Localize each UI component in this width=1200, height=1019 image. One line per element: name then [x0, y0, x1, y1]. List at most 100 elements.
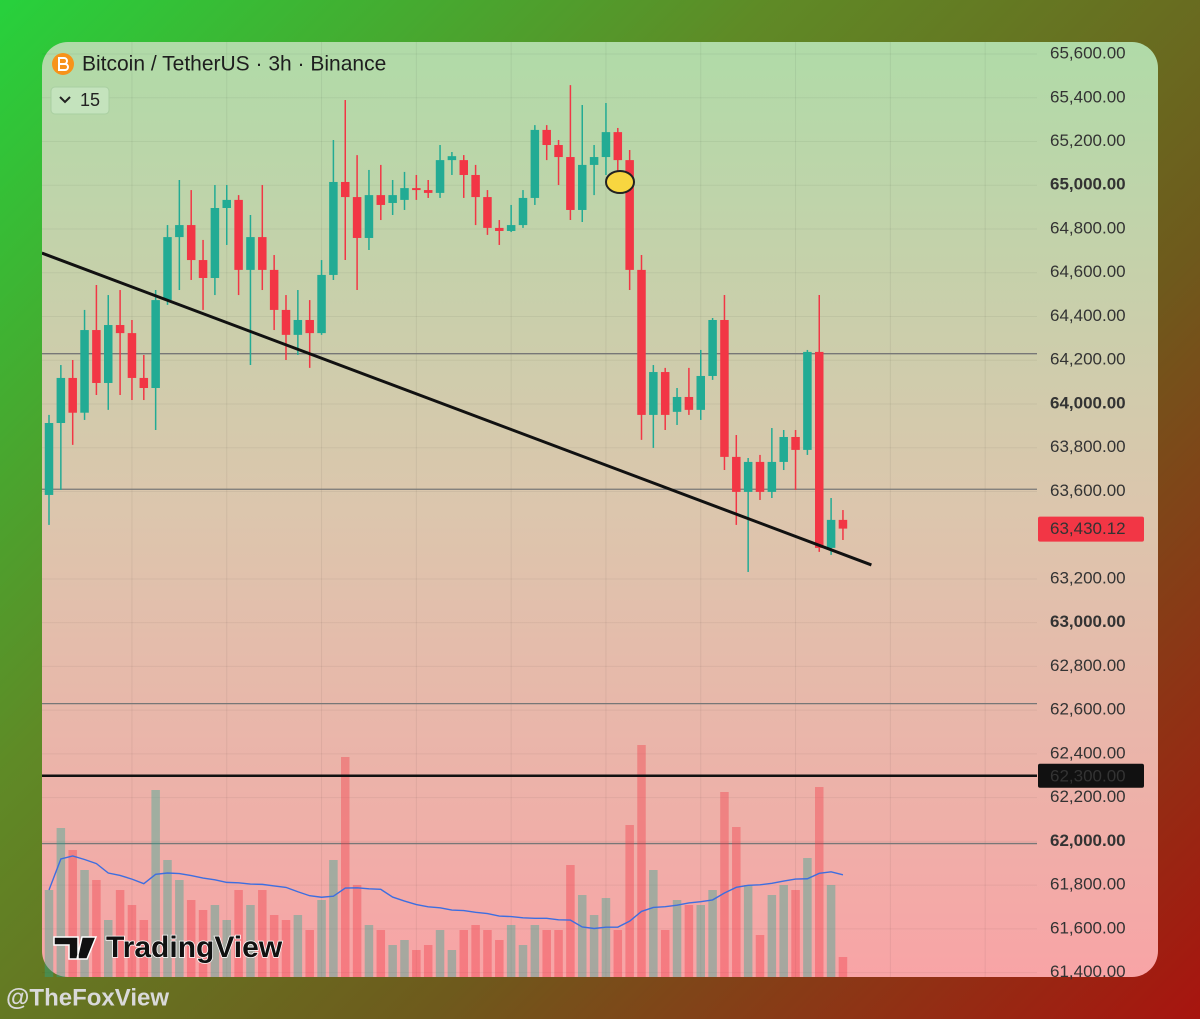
volume-bar: [341, 757, 350, 977]
last-price-label: 63,430.12: [1050, 519, 1126, 538]
volume-bar: [56, 828, 66, 977]
candle-body: [459, 160, 468, 175]
volume-bar: [838, 957, 848, 977]
volume-bar: [222, 920, 231, 977]
candle-body: [826, 519, 836, 548]
candle-body: [637, 269, 646, 415]
candle-body: [732, 456, 741, 492]
volume-bar: [601, 898, 611, 977]
candle-body: [423, 190, 433, 193]
volume-bar: [412, 950, 421, 977]
volume-bar: [554, 930, 563, 977]
volume-bar: [471, 925, 480, 977]
y-tick-label: 63,200.00: [1050, 568, 1126, 587]
candle-body: [767, 461, 777, 492]
volume-bar: [210, 905, 220, 977]
volume-bar: [198, 910, 208, 977]
candle-body: [56, 377, 66, 423]
volume-bar: [779, 885, 788, 977]
volume-bar: [696, 905, 705, 977]
candle-body: [720, 319, 729, 457]
watermark: TradingView: [106, 931, 283, 964]
volume-average-line: [48, 855, 844, 930]
volume-bar: [613, 930, 623, 977]
candle-body: [210, 208, 220, 278]
volume-bar: [423, 945, 433, 977]
candle-body: [234, 199, 243, 270]
volume-bar: [660, 930, 670, 977]
candle-body: [139, 377, 149, 389]
volume-bar: [246, 905, 255, 977]
volume-bar: [672, 900, 682, 977]
volume-bar: [803, 858, 812, 977]
y-tick-label: 65,000.00: [1050, 175, 1126, 194]
volume-bar: [649, 870, 658, 977]
volume-bar: [352, 885, 362, 977]
marked-level-label: 62,300.00: [1050, 766, 1126, 785]
volume-bar: [826, 885, 836, 977]
candle-body: [317, 274, 326, 334]
volume-bar: [151, 790, 160, 977]
candle-body: [815, 351, 824, 548]
candle-body: [400, 188, 409, 200]
candle-body: [566, 157, 575, 210]
candle-body: [435, 160, 445, 193]
volume-bar: [127, 905, 137, 977]
last-price-box: [1038, 516, 1144, 542]
volume-bar: [92, 880, 101, 977]
volume-bar: [459, 930, 468, 977]
candle-body: [518, 197, 528, 226]
y-tick-label: 63,800.00: [1050, 437, 1126, 456]
candle-body: [625, 160, 634, 270]
candle-body: [246, 237, 255, 270]
volume-bar: [791, 890, 800, 977]
y-tick-label: 64,200.00: [1050, 350, 1126, 369]
volume-bar: [684, 905, 694, 977]
volume-bar: [578, 895, 587, 977]
candle-body: [198, 260, 208, 278]
volume-bar: [625, 825, 634, 977]
candle-body: [352, 197, 362, 238]
candle-body: [80, 330, 89, 413]
volume-bar: [447, 950, 457, 977]
candle-body: [743, 461, 753, 492]
y-tick-label: 65,200.00: [1050, 131, 1126, 150]
volume-bar: [364, 925, 374, 977]
chart-title: Bitcoin / TetherUS · 3h · Binance: [82, 53, 386, 76]
tradingview-logo: [53, 936, 98, 960]
y-tick-label: 64,800.00: [1050, 218, 1126, 237]
candle-body: [684, 396, 694, 410]
volume-bar: [269, 915, 279, 977]
volume-bar: [743, 885, 753, 977]
volume-bar: [767, 895, 777, 977]
volume-bar: [163, 860, 172, 977]
volume-bar: [566, 865, 575, 977]
candle-body: [104, 325, 113, 383]
candle-body: [506, 225, 516, 231]
indicator-toggle[interactable]: [50, 86, 110, 115]
candle-body: [293, 319, 303, 335]
candle-body: [483, 197, 492, 228]
candle-body: [447, 156, 457, 161]
volume-bar: [732, 827, 741, 977]
candle-body: [613, 132, 623, 161]
candle-body: [554, 145, 563, 158]
candle-body: [364, 195, 374, 238]
candle-body: [269, 269, 279, 310]
y-tick-label: 64,000.00: [1050, 393, 1126, 412]
candle-body: [186, 225, 196, 261]
volume-bar: [258, 890, 267, 977]
candle-body: [495, 227, 504, 231]
trendline: [42, 251, 872, 567]
volume-bar: [755, 935, 765, 977]
candle-body: [281, 309, 291, 335]
volume-bar: [637, 745, 646, 977]
marked-level-box: [1038, 763, 1144, 788]
candle-body: [175, 225, 184, 238]
candle-body: [44, 422, 54, 495]
volume-bar: [186, 900, 196, 977]
candle-body: [115, 325, 125, 334]
candle-body: [127, 333, 137, 378]
candle-body: [530, 129, 540, 198]
